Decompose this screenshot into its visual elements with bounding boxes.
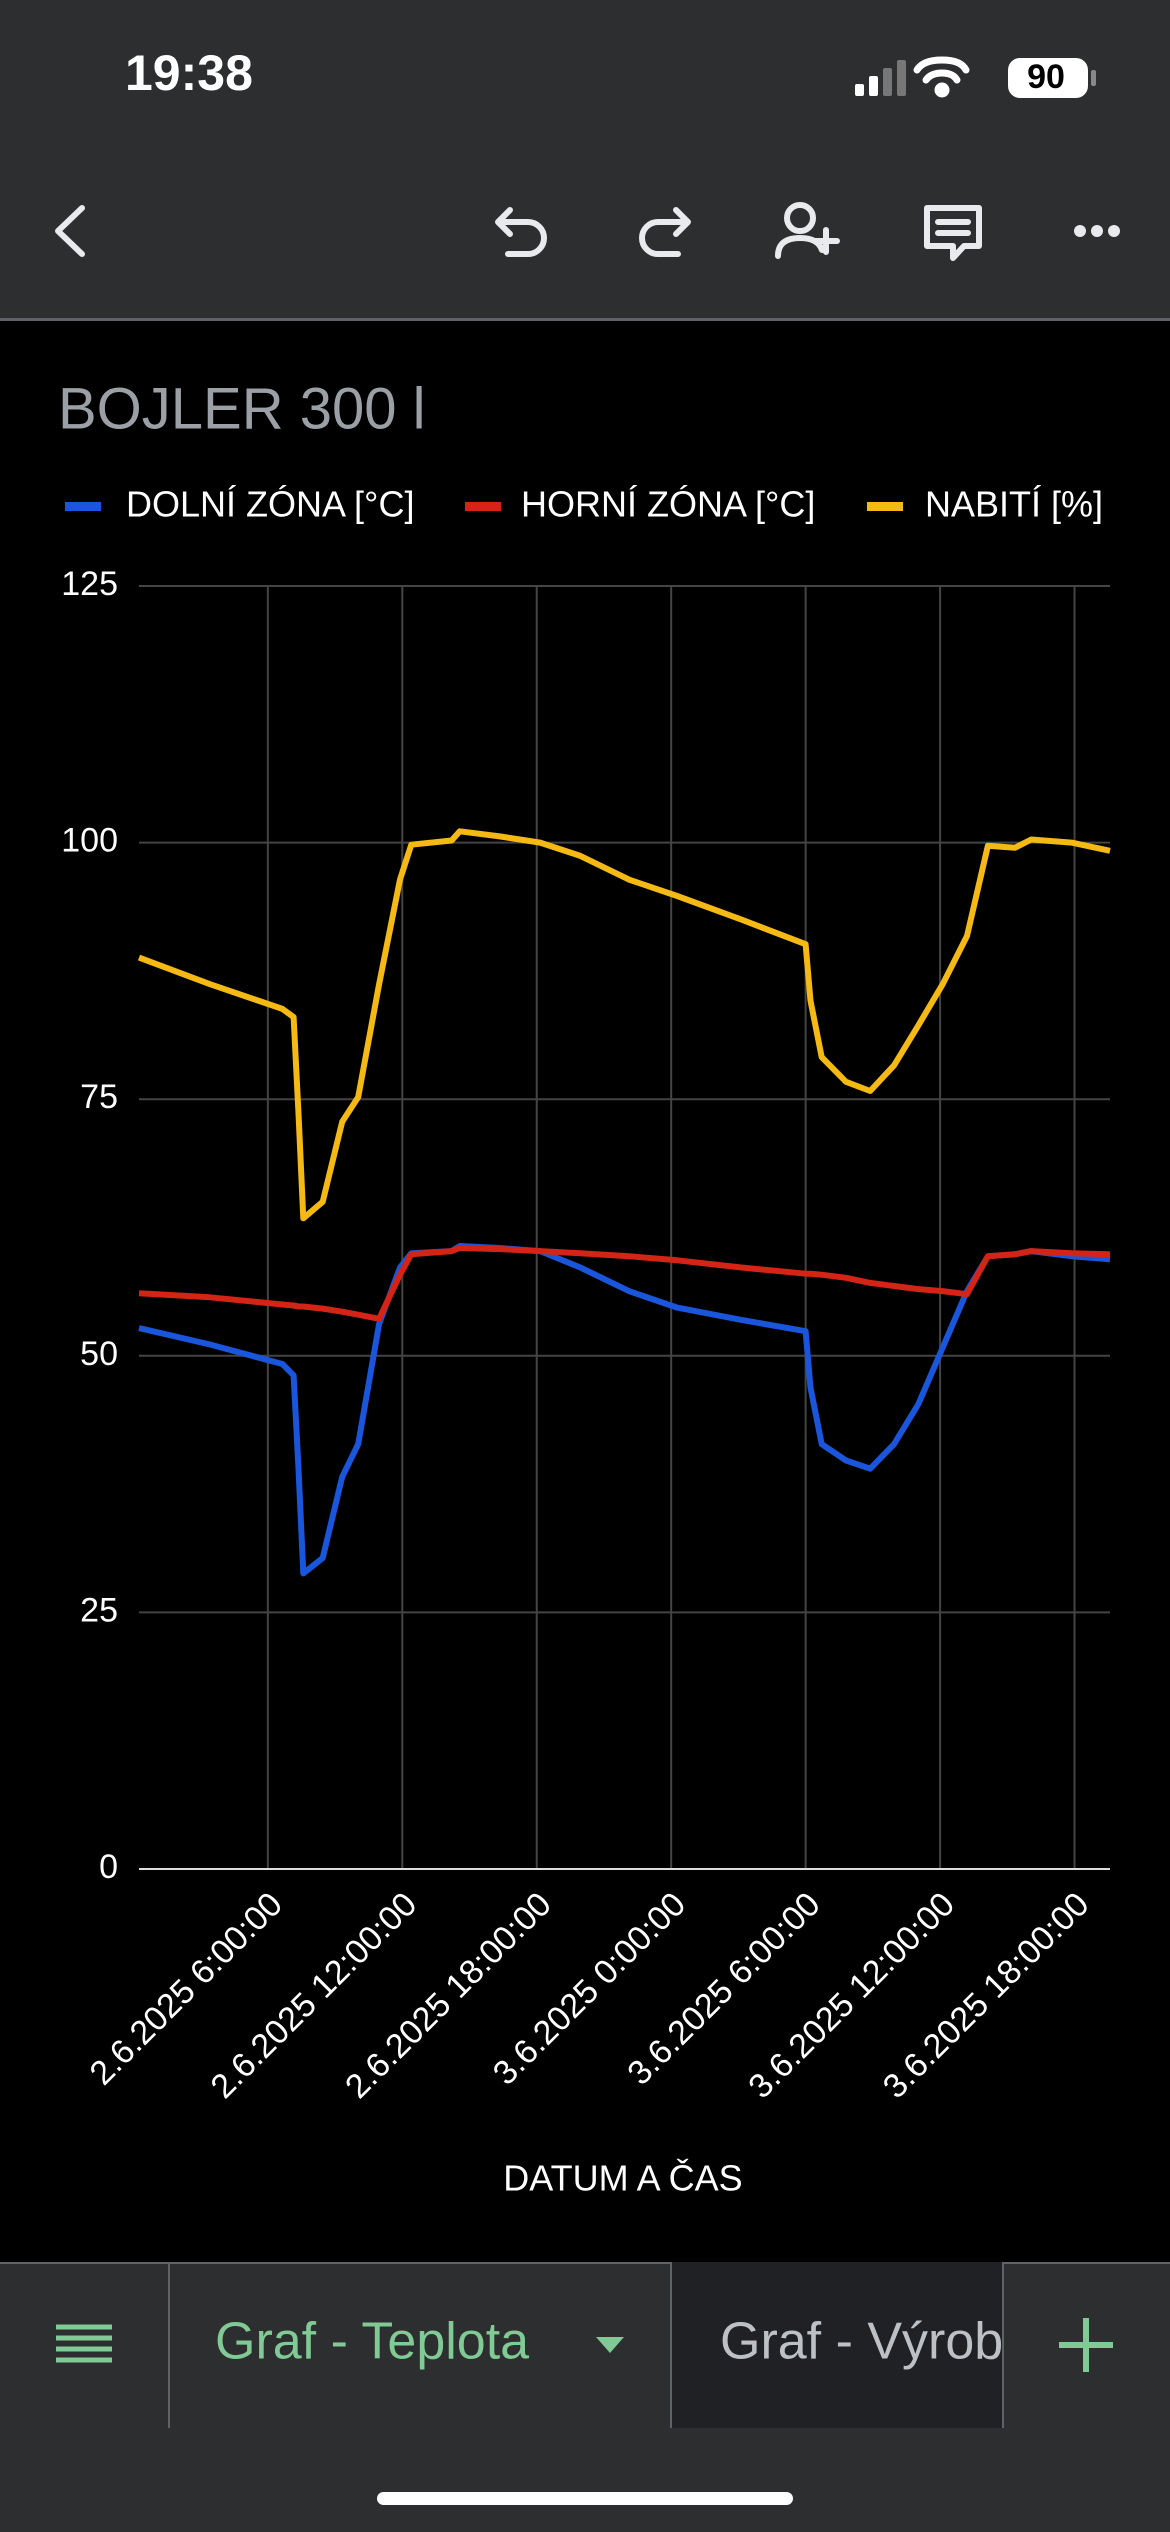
series-line xyxy=(138,1243,1111,1577)
undo-button[interactable] xyxy=(495,207,547,257)
inactive-tab[interactable]: Graf - Výrob xyxy=(720,2313,1003,2371)
battery-level: 90 xyxy=(1027,58,1065,96)
legend-label: HORNÍ ZÓNA [°C] xyxy=(521,484,815,525)
share-button[interactable] xyxy=(775,202,840,259)
y-tick-label: 25 xyxy=(80,1591,118,1629)
wifi xyxy=(913,56,970,98)
more-button[interactable] xyxy=(1074,225,1120,237)
legend-swatch xyxy=(65,502,101,511)
tab-separator xyxy=(1002,2262,1004,2428)
divider xyxy=(0,318,1170,321)
inactive-tab-clip: Graf - Výrob xyxy=(720,2313,1003,2371)
add-sheet[interactable] xyxy=(1059,2318,1113,2372)
battery-tip xyxy=(1091,70,1096,86)
chart-area xyxy=(0,321,1170,2262)
series-line xyxy=(137,828,1111,1222)
tab-separator xyxy=(670,2262,672,2428)
back-button[interactable] xyxy=(55,205,85,257)
legend-label: NABITÍ [%] xyxy=(925,484,1103,525)
clock: 19:38 xyxy=(125,45,253,101)
series-line xyxy=(138,1245,1111,1322)
redo-button[interactable] xyxy=(639,207,691,257)
y-tick-label: 75 xyxy=(80,1078,118,1116)
y-tick-label: 0 xyxy=(99,1848,118,1886)
y-tick-label: 100 xyxy=(61,822,118,860)
y-tick-label: 50 xyxy=(80,1335,118,1373)
y-tick-label: 125 xyxy=(61,565,118,603)
inactive-tab-bg xyxy=(672,2262,1002,2428)
tab-separator xyxy=(168,2262,170,2428)
active-tab[interactable]: Graf - Teplota xyxy=(215,2313,529,2371)
sheets-menu[interactable] xyxy=(56,2324,112,2363)
signal xyxy=(855,60,906,96)
tab-dropdown[interactable] xyxy=(596,2337,624,2353)
top-bar xyxy=(0,0,1170,318)
home-indicator xyxy=(377,2492,793,2505)
battery xyxy=(1008,58,1088,98)
tab-bar-border xyxy=(0,2262,1170,2264)
legend-label: DOLNÍ ZÓNA [°C] xyxy=(126,484,414,525)
x-axis-title: DATUM A ČAS xyxy=(503,2158,742,2199)
chart-title: BOJLER 300 l xyxy=(58,376,426,441)
comments-button[interactable] xyxy=(924,205,982,261)
legend-swatch xyxy=(465,502,501,511)
legend-swatch xyxy=(867,502,903,511)
